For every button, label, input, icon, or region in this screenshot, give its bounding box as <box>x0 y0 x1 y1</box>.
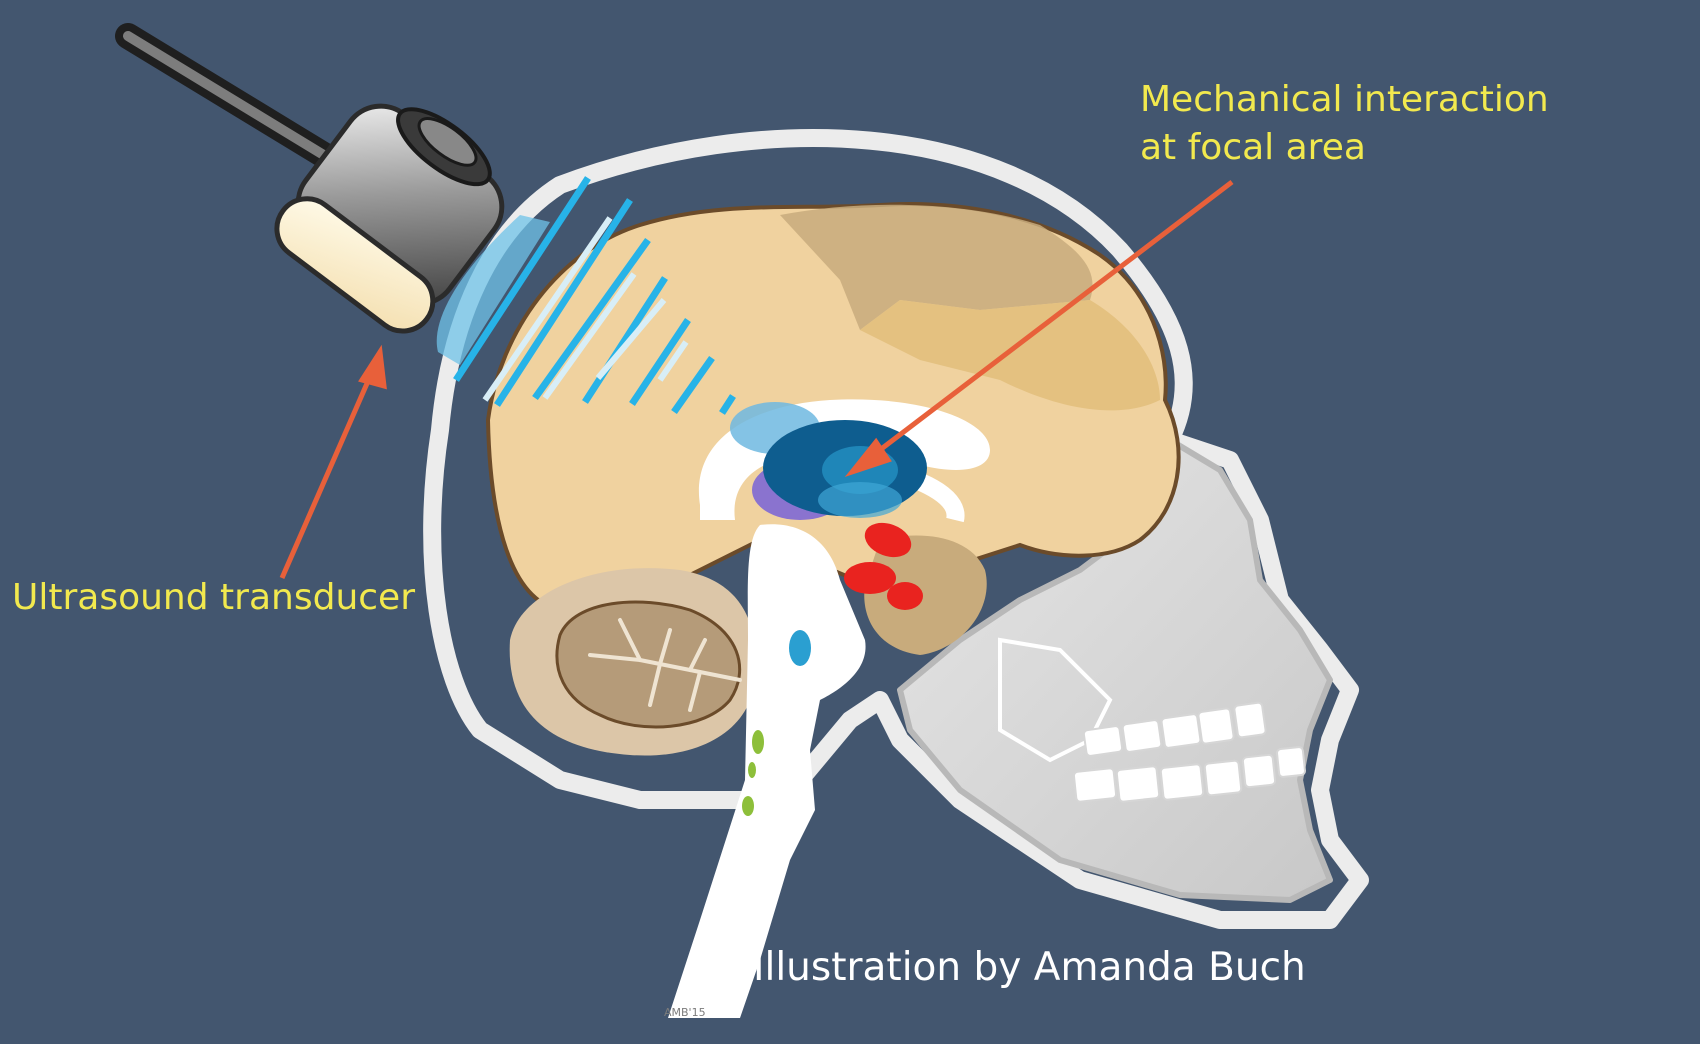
focal-area-label: Mechanical interaction at focal area <box>1140 76 1549 172</box>
focal-label-line1: Mechanical interaction <box>1140 79 1549 120</box>
ultrasound-transducer-icon <box>115 23 505 334</box>
red-nuclei <box>844 522 923 610</box>
focal-label-line2: at focal area <box>1140 127 1366 168</box>
green-nuclei <box>742 730 764 816</box>
lower-teeth <box>1072 746 1306 803</box>
transducer-arrow <box>279 370 375 580</box>
focal-arrow <box>870 180 1234 458</box>
focal-arrowhead <box>844 437 892 478</box>
coupling-gel <box>436 215 550 365</box>
brainstem <box>668 524 866 1018</box>
arrows <box>279 180 1234 580</box>
artist-signature: AMB'15 <box>664 1006 706 1019</box>
upper-teeth <box>1082 701 1267 757</box>
cerebellum-inner <box>555 600 742 729</box>
focal-target-glow <box>818 482 902 518</box>
frontal-lobe-mid <box>860 300 1160 411</box>
transducer-label: Ultrasound transducer <box>12 577 415 618</box>
arbor-vitae <box>588 618 742 712</box>
transducer-arrowhead <box>358 344 387 390</box>
head-outline <box>423 129 1369 929</box>
temporal-lobe-shade <box>864 535 987 655</box>
blue-nucleus <box>789 630 811 666</box>
illustration-credit: Illustration by Amanda Buch <box>753 945 1306 990</box>
ultrasound-waves <box>453 176 736 415</box>
frontal-lobe-shade <box>780 204 1093 330</box>
